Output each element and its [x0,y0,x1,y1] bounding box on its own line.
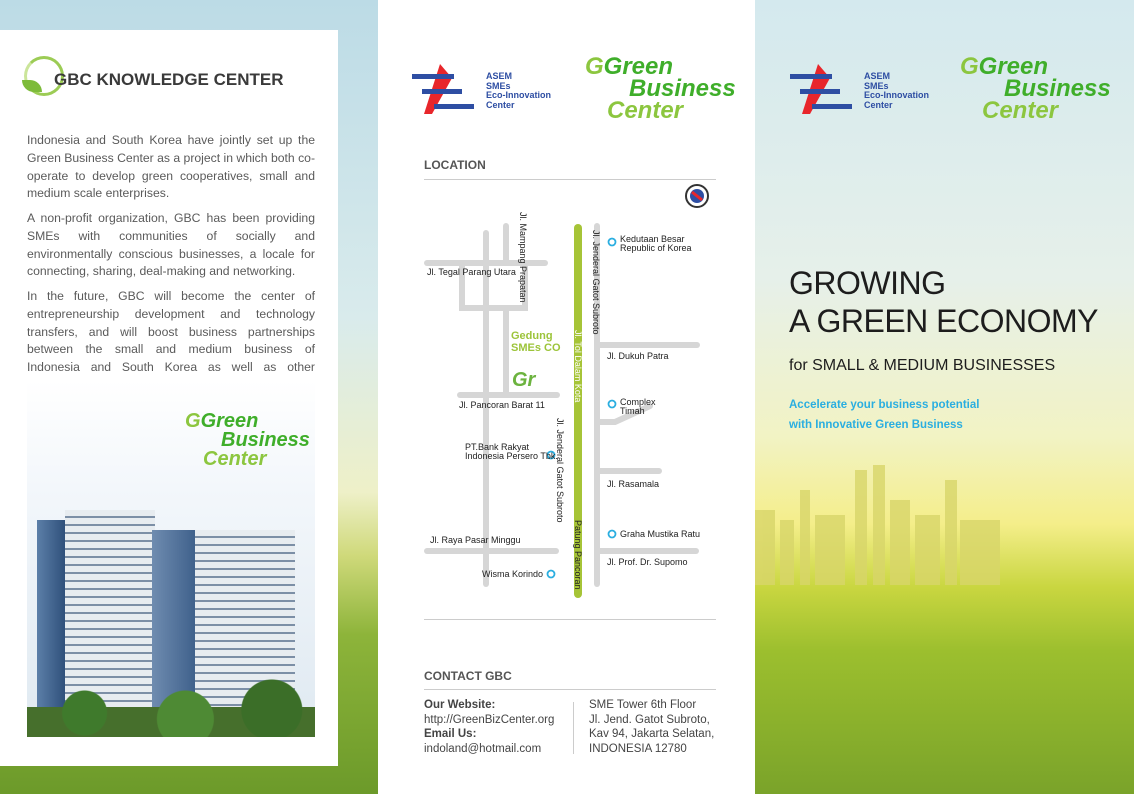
location-marker [546,569,556,579]
location-marker [607,399,617,409]
asem-logo-text-cover: ASEM SMEs Eco-Innovation Center [864,71,929,110]
place-label: Complex [620,397,656,407]
divider [573,702,574,754]
place-label: Timah [620,406,645,416]
street-label: Jl. Dukuh Patra [607,351,669,361]
street-label: Jl. Mampang Prapatan [518,212,528,303]
gedung-label: SMEs CO [511,342,561,354]
contact-heading: CONTACT GBC [424,669,512,683]
cover-subtitle: for SMALL & MEDIUM BUSINESSES [789,357,1056,374]
email-label: Email Us: [424,728,477,740]
gedung-label: Gedung [511,330,553,342]
road [594,403,653,425]
contact-details: Our Website: http://GreenBizCenter.org E… [424,698,554,756]
street-label: Jl. Jenderal Gatot Subroto [591,230,601,335]
gbc-logo-cover: GGreen Business Center [960,53,1111,124]
cover-title: GROWING A GREEN ECONOMY [789,265,1099,339]
compass-icon [685,184,709,208]
street-label: Jl. Prof. Dr. Supomo [607,557,688,567]
asem-logo-mark [412,64,474,114]
knowledge-center-title: GBC KNOWLEDGE CENTER [54,70,284,89]
street-label: Jl. Rasamala [607,479,659,489]
email-link[interactable]: indoland@hotmail.com [424,742,542,755]
road [459,260,528,311]
location-heading: LOCATION [424,158,486,172]
building-photo [27,380,315,737]
cover-panel [755,0,1134,794]
location-contact-panel [378,0,755,794]
asem-logo-text: ASEM SMEs Eco-Innovation Center [486,71,551,110]
place-label: Wisma Korindo [482,569,543,579]
place-label: Kedutaan Besar [620,234,685,244]
location-marker [607,237,617,247]
location-marker [607,529,617,539]
leaf-ring-icon [24,56,64,96]
street-label: Jl. Jenderal Gatot Subroto [555,418,565,523]
cover-tagline: Accelerate your business potential with I… [789,399,980,431]
place-label: PT.Bank Rakyat [465,442,530,452]
nonprofit-paragraph: A non-profit organization, GBC has been … [27,211,315,279]
street-label: Jl. Tol Dalam Kota [573,330,583,402]
place-label: Republic of Korea [620,243,692,253]
street-label: Jl. Pancoran Barat 11 [459,400,545,410]
street-label: Patung Pancoran [573,520,583,590]
intro-paragraph: Indonesia and South Korea have jointly s… [27,133,315,201]
asem-logo-mark-cover [790,64,852,114]
website-link[interactable]: http://GreenBizCenter.org [424,713,555,726]
gbc-logo-middle: GGreen Business Center [585,53,736,124]
gbc-logo-left: GGreen Business Center [185,410,310,470]
place-label: Graha Mustika Ratu [620,529,700,539]
website-label: Our Website: [424,699,496,711]
place-label: Indonesia Persero Tbk. [465,451,558,461]
street-label: Jl. Raya Pasar Minggu [430,535,521,545]
divider [424,689,716,690]
street-label: Jl. Tegal Parang Utara [427,267,516,277]
gbc-map-logo-icon: Gr [512,369,537,391]
divider [424,179,716,180]
location-marker [546,450,556,460]
divider [424,619,716,620]
address: SME Tower 6th Floor Jl. Jend. Gatot Subro… [589,699,715,755]
leaf-icon [22,80,42,92]
city-skyline [755,465,1000,585]
future-paragraph: In the future, GBC will become the cente… [27,289,315,392]
